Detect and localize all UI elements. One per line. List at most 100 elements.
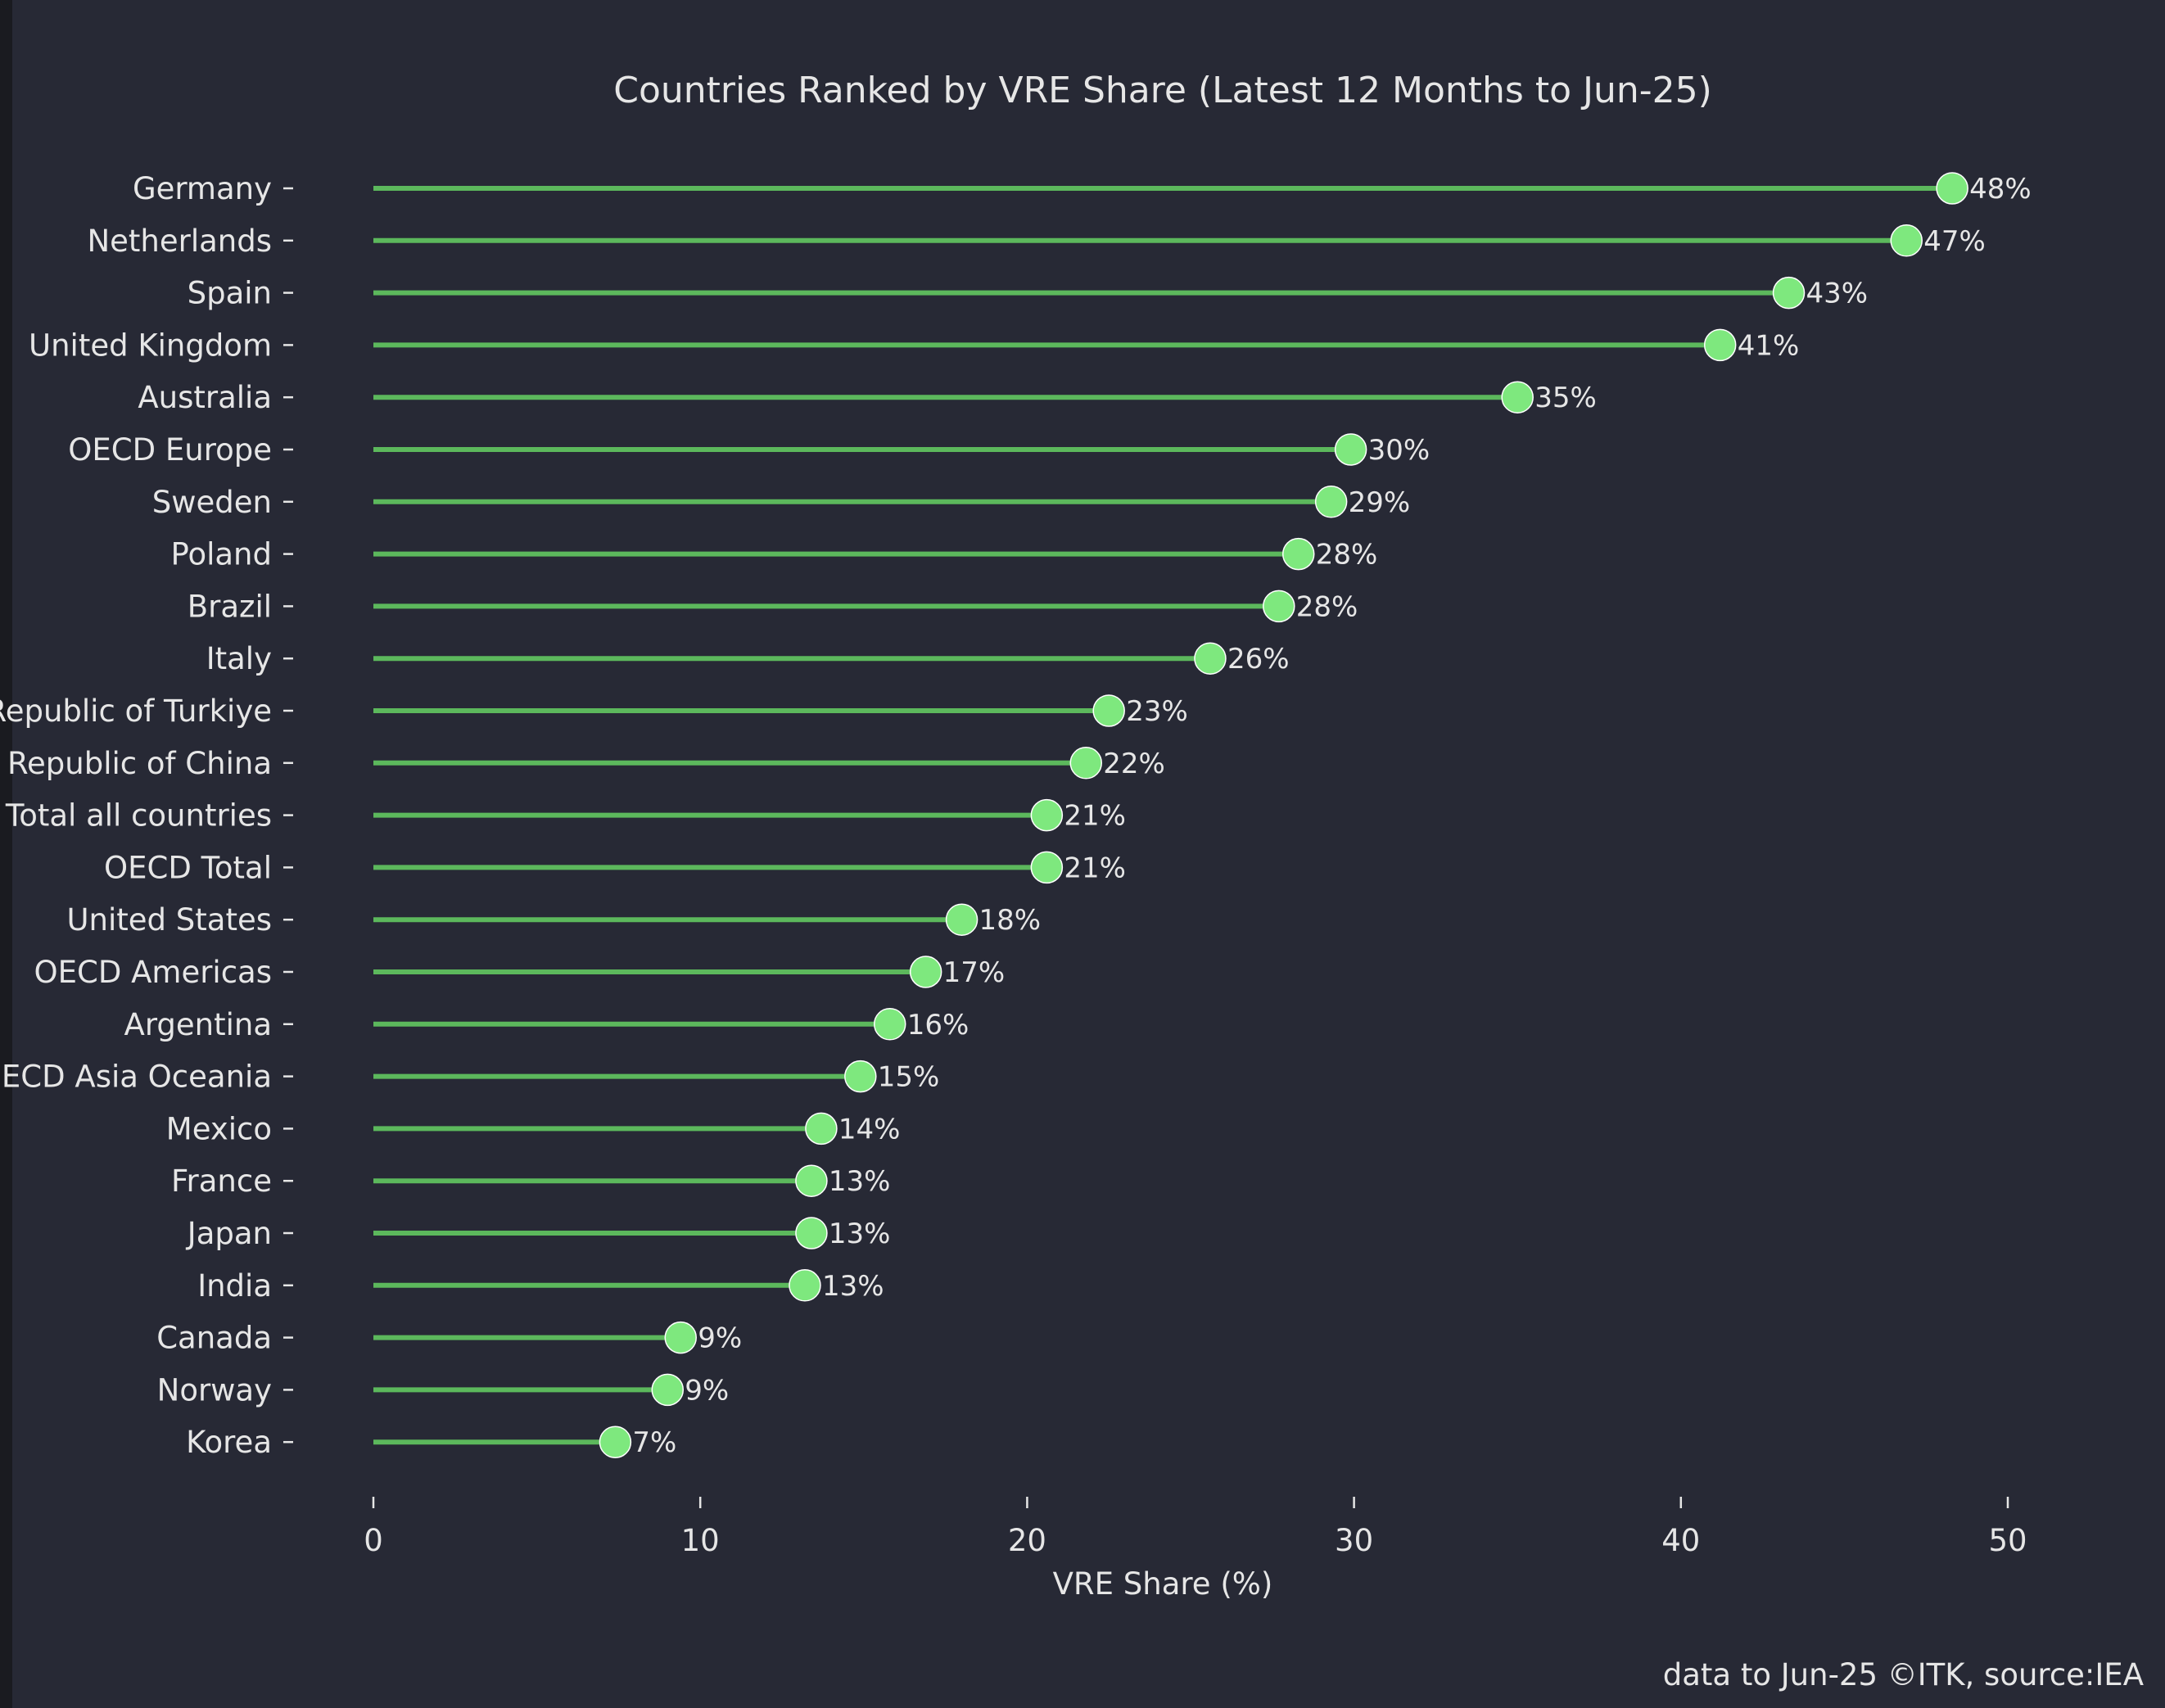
marker <box>1194 642 1227 675</box>
row-12: Total all countries 21% <box>5 798 1126 834</box>
data-label: 35% <box>1534 382 1597 414</box>
row-1: Netherlands 47% <box>87 224 1985 259</box>
row-17: OECD Asia Oceania 15% <box>0 1060 939 1095</box>
data-label: 15% <box>878 1061 940 1094</box>
marker <box>805 1112 838 1145</box>
marker <box>651 1373 685 1407</box>
marker <box>1030 798 1064 832</box>
x-tick-label: 30 <box>1335 1523 1373 1558</box>
y-tick-label: United States <box>66 902 272 938</box>
row-2: Spain 43% <box>188 276 1869 311</box>
x-axis: 0 10 20 30 40 50 <box>364 1497 2027 1558</box>
marker <box>909 956 942 988</box>
y-tick-label: Mexico <box>166 1111 272 1146</box>
row-3: United Kingdom 41% <box>29 328 1799 363</box>
data-label: 9% <box>685 1374 729 1407</box>
x-tick-label: 20 <box>1008 1523 1046 1558</box>
row-9: Italy 26% <box>206 641 1290 676</box>
row-4: Australia 35% <box>138 380 1596 415</box>
data-label: 29% <box>1349 486 1411 519</box>
row-18: Mexico 14% <box>166 1111 901 1146</box>
marker <box>664 1321 697 1354</box>
y-tick-label: Spain <box>188 276 272 311</box>
row-6: Sweden 29% <box>152 485 1410 520</box>
marker <box>795 1164 828 1197</box>
y-tick-label: Norway <box>157 1372 272 1408</box>
y-tick-label: Argentina <box>124 1007 272 1042</box>
row-14: United States 18% <box>66 902 1041 938</box>
y-tick-label: France <box>171 1164 272 1199</box>
data-label: 13% <box>822 1270 884 1303</box>
marker <box>1936 172 1968 205</box>
y-tick-label: Poland <box>170 537 272 572</box>
data-label: 9% <box>698 1322 742 1355</box>
y-tick-label: OECD Total <box>104 850 272 885</box>
y-tick-label: Sweden <box>152 485 272 520</box>
marker <box>1703 328 1737 362</box>
y-tick-label: OECD Europe <box>68 432 272 468</box>
data-label: 14% <box>838 1113 901 1145</box>
data-label: 18% <box>979 904 1042 937</box>
y-tick-label: Germany <box>133 171 272 206</box>
x-tick-label: 10 <box>681 1523 720 1558</box>
row-20: Japan 13% <box>186 1216 891 1251</box>
row-15: OECD Americas 17% <box>34 955 1006 990</box>
marker <box>1030 851 1064 884</box>
y-tick-label: India <box>197 1268 272 1304</box>
data-label: 21% <box>1064 852 1126 884</box>
x-tick-label: 0 <box>364 1523 383 1558</box>
y-tick-label: Australia <box>138 380 272 415</box>
data-rows: Germany 48% Netherlands 47% Spain 43% United K… <box>0 171 2032 1460</box>
row-24: Korea 7% <box>186 1425 676 1460</box>
row-11: People's Republic of China 22% <box>0 746 1165 781</box>
y-tick-label: Italy <box>206 641 272 676</box>
y-tick-label: Netherlands <box>87 224 272 259</box>
row-21: India 13% <box>197 1268 884 1304</box>
data-label: 47% <box>1923 225 1986 258</box>
data-label: 21% <box>1064 800 1126 833</box>
row-19: France 13% <box>171 1164 891 1199</box>
marker <box>599 1426 632 1458</box>
y-tick-label: Republic of Turkiye <box>0 694 272 729</box>
marker <box>1314 486 1348 518</box>
data-label: 7% <box>632 1426 676 1459</box>
data-label: 16% <box>907 1009 970 1042</box>
marker <box>945 903 979 936</box>
marker <box>1263 590 1295 623</box>
data-label: 23% <box>1126 695 1188 728</box>
data-label: 28% <box>1296 590 1358 623</box>
y-tick-label: OECD Americas <box>34 955 273 990</box>
row-7: Poland 28% <box>170 537 1377 572</box>
data-label: 13% <box>829 1165 891 1198</box>
y-tick-label: OECD Asia Oceania <box>0 1060 272 1095</box>
data-label: 26% <box>1227 643 1290 676</box>
marker <box>1069 747 1103 779</box>
marker <box>1772 276 1806 310</box>
row-8: Brazil 28% <box>188 589 1358 624</box>
row-10: Republic of Turkiye 23% <box>0 694 1188 729</box>
data-label: 13% <box>829 1218 891 1250</box>
x-tick-label: 50 <box>1988 1523 2027 1558</box>
y-tick-label: People's Republic of China <box>0 746 272 781</box>
y-tick-label: Canada <box>156 1321 272 1356</box>
y-tick-label: Brazil <box>188 589 272 624</box>
data-label: 48% <box>1969 173 2032 206</box>
row-13: OECD Total 21% <box>104 850 1126 885</box>
marker <box>1092 694 1125 727</box>
row-23: Norway 9% <box>157 1372 730 1408</box>
window-edge <box>0 0 12 1708</box>
y-tick-label: Japan <box>186 1216 272 1251</box>
marker <box>1501 381 1534 413</box>
marker <box>1281 537 1315 571</box>
y-tick-label: Korea <box>186 1425 272 1460</box>
data-label: 17% <box>943 956 1006 989</box>
row-5: OECD Europe 30% <box>68 432 1430 468</box>
row-0: Germany 48% <box>133 171 2032 206</box>
row-22: Canada 9% <box>156 1321 742 1356</box>
data-label: 22% <box>1103 748 1165 780</box>
y-tick-label: United Kingdom <box>29 328 272 363</box>
chart-title: Countries Ranked by VRE Share (Latest 12… <box>613 70 1712 111</box>
marker <box>873 1008 906 1041</box>
